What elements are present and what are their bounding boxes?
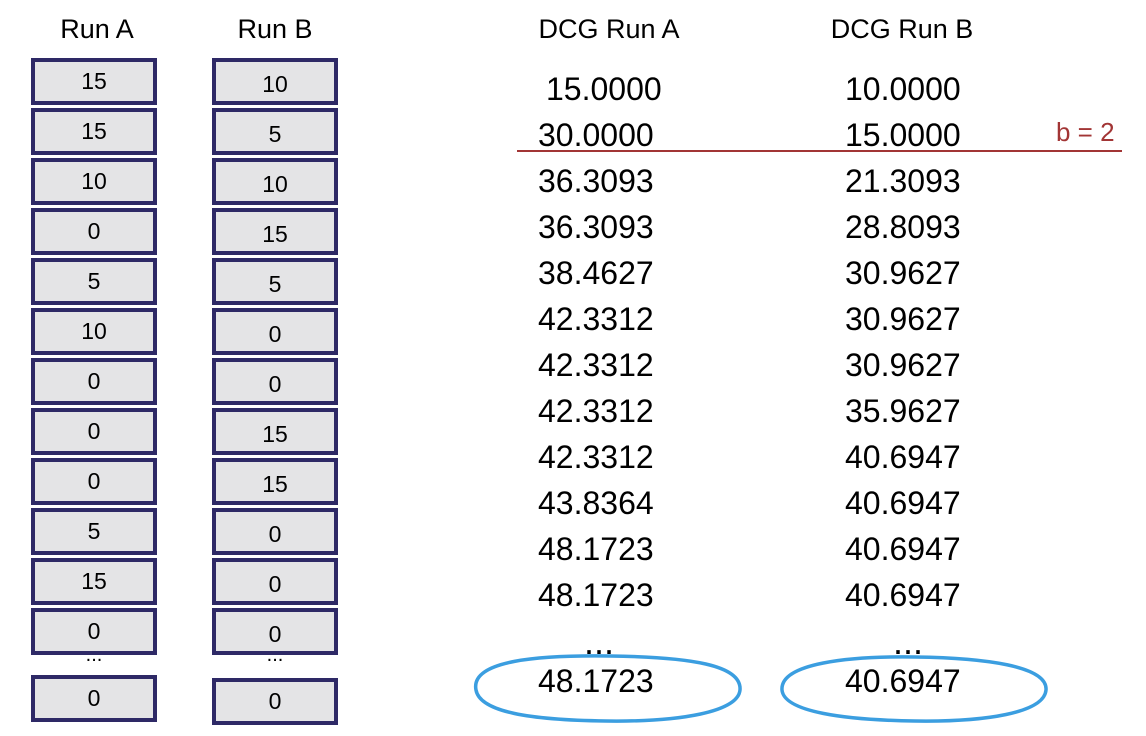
run-a-last-cell: 0 <box>31 675 157 722</box>
dcg-run-b-value: 10.0000 <box>845 71 961 107</box>
run-b-cell: 15 <box>212 458 338 505</box>
run-a-cell: 0 <box>31 408 157 455</box>
dcg-run-a-value: 43.8364 <box>538 485 654 521</box>
header-dcg-run-b: DCG Run B <box>830 14 974 44</box>
run-a-cell: 0 <box>31 608 157 655</box>
run-b-cell: 5 <box>212 258 338 305</box>
dcg-run-a-column: 15.0000 30.0000 36.3093 36.3093 38.4627 42.33… <box>538 66 718 618</box>
run-b-cell: 0 <box>212 308 338 355</box>
cutoff-divider-line <box>517 150 1122 152</box>
run-a-cell: 0 <box>31 358 157 405</box>
dcg-run-a-value: 36.3093 <box>538 209 654 245</box>
header-run-a: Run A <box>60 14 134 44</box>
run-b-column: 10 5 10 15 5 0 0 15 15 0 0 0 <box>212 58 338 655</box>
dcg-run-a-value: 30.0000 <box>538 117 654 153</box>
dcg-run-b-value: 21.3093 <box>845 163 961 199</box>
run-a-cell: 15 <box>31 558 157 605</box>
dcg-run-b-value: 28.8093 <box>845 209 961 245</box>
dcg-run-a-value: 48.1723 <box>538 577 654 613</box>
dcg-run-b-value: 40.6947 <box>845 439 961 475</box>
run-a-cell: 5 <box>31 508 157 555</box>
run-a-cell: 0 <box>31 458 157 505</box>
dcg-run-b-value: 15.0000 <box>845 117 961 153</box>
run-b-cell: 0 <box>212 608 338 655</box>
run-b-cell: 0 <box>212 358 338 405</box>
dcg-run-b-value: 30.9627 <box>845 301 961 337</box>
dcg-run-a-value: 42.3312 <box>538 347 654 383</box>
dcg-run-a-value: 15.0000 <box>546 71 662 107</box>
dcg-run-a-value: 42.3312 <box>538 439 654 475</box>
dcg-run-b-value: 40.6947 <box>845 577 961 613</box>
run-b-cell: 15 <box>212 408 338 455</box>
run-b-cell: 10 <box>212 58 338 105</box>
dcg-run-b-value: 30.9627 <box>845 255 961 291</box>
run-a-column: 15 15 10 0 5 10 0 0 0 5 15 0 <box>31 58 157 655</box>
header-run-b: Run B <box>237 14 313 44</box>
run-a-cell: 15 <box>31 108 157 155</box>
dcg-run-a-value: 42.3312 <box>538 301 654 337</box>
dcg-run-a-final-value: 48.1723 <box>538 663 654 699</box>
run-b-cell: 15 <box>212 208 338 255</box>
cutoff-label: b = 2 <box>1056 117 1115 147</box>
dcg-run-a-value: 48.1723 <box>538 531 654 567</box>
run-a-cell: 0 <box>31 208 157 255</box>
dcg-run-b-value: 40.6947 <box>845 485 961 521</box>
run-b-cell: 5 <box>212 108 338 155</box>
dcg-run-b-value: 40.6947 <box>845 531 961 567</box>
run-a-cell: 15 <box>31 58 157 105</box>
dcg-run-b-value: 35.9627 <box>845 393 961 429</box>
run-a-cell: 10 <box>31 308 157 355</box>
dcg-run-b-value: 30.9627 <box>845 347 961 383</box>
dcg-run-a-ellipsis: ... <box>584 621 615 662</box>
dcg-run-a-value: 42.3312 <box>538 393 654 429</box>
run-b-ellipsis: ... <box>266 644 284 666</box>
dcg-run-b-column: 10.0000 15.0000 21.3093 28.8093 30.9627 30.96… <box>845 66 1025 618</box>
run-b-cell: 10 <box>212 158 338 205</box>
run-a-cell: 5 <box>31 258 157 305</box>
dcg-run-b-final-value: 40.6947 <box>845 663 961 699</box>
dcg-run-b-ellipsis: ... <box>893 621 924 662</box>
header-dcg-run-a: DCG Run A <box>538 14 680 44</box>
run-b-cell: 0 <box>212 558 338 605</box>
run-b-cell: 0 <box>212 508 338 555</box>
run-a-cell: 10 <box>31 158 157 205</box>
dcg-run-a-value: 36.3093 <box>538 163 654 199</box>
run-a-ellipsis: ... <box>85 644 103 666</box>
run-b-last-cell: 0 <box>212 678 338 725</box>
dcg-run-a-value: 38.4627 <box>538 255 654 291</box>
